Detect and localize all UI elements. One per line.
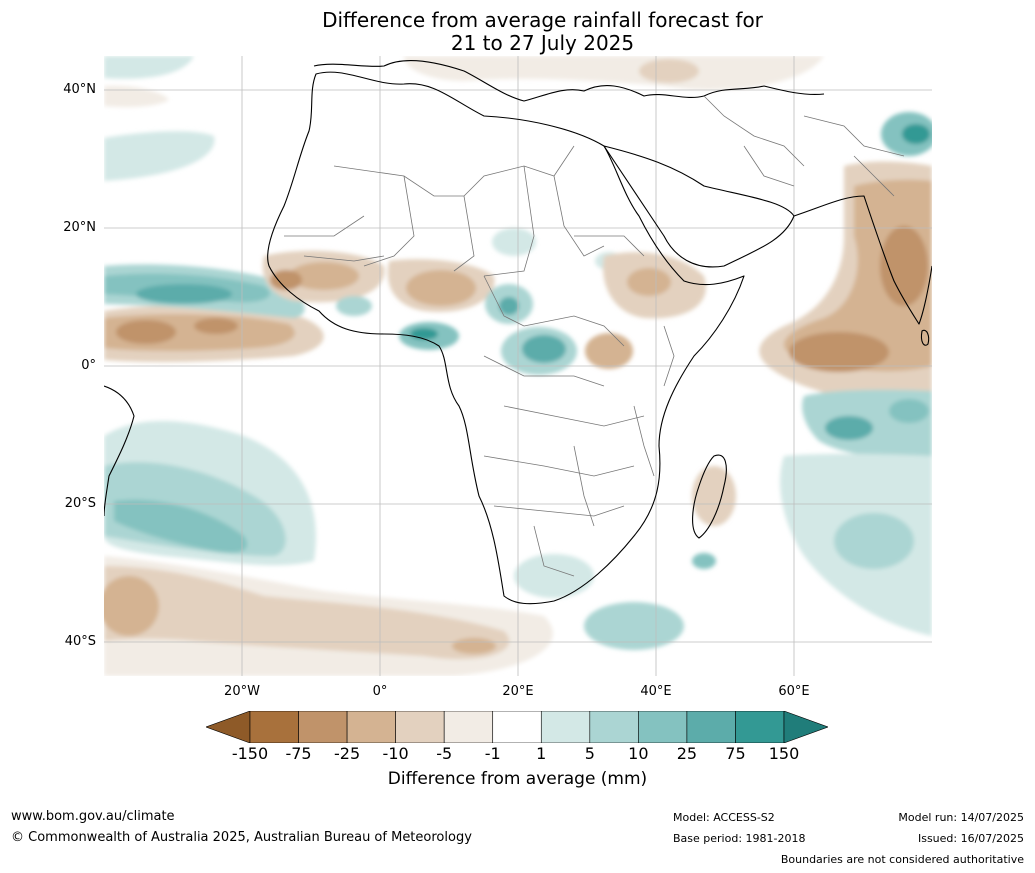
colorbar-swatch	[346, 711, 396, 743]
wet-region-south-indian-ocean	[584, 602, 684, 650]
footer-url: www.bom.gov.au/climate	[11, 809, 175, 824]
colorbar-tick-label: -25	[334, 744, 361, 763]
graticule	[104, 56, 932, 676]
colorbar-tick-label: -150	[231, 744, 269, 763]
footer-model: Model: ACCESS-S2	[673, 811, 775, 824]
coastlines	[104, 60, 932, 605]
dry-core-south-atlantic	[104, 576, 159, 636]
wet-region-sudan	[492, 228, 536, 256]
colorbar-swatch	[395, 711, 445, 743]
europe-coastline	[313, 60, 825, 102]
wet-core-indian-ocean-2	[889, 399, 929, 423]
colorbar-extend-low	[206, 711, 251, 743]
south-america-coastline	[104, 385, 135, 517]
colorbar-swatch	[249, 711, 299, 743]
wet-core-himalaya	[902, 124, 930, 144]
lon-label-60e: 60°E	[778, 684, 810, 699]
colorbar-swatch	[589, 711, 639, 743]
dry-core-india	[880, 226, 928, 306]
lon-label-0: 0°	[372, 684, 388, 699]
wet-core-indian-ocean-1	[825, 416, 873, 440]
footer-model-run: Model run: 14/07/2025	[898, 811, 1024, 824]
colorbar-swatch	[686, 711, 736, 743]
wet-core-chad	[499, 297, 519, 315]
colorbar-tick-label: 1	[536, 744, 547, 763]
dry-region-europe-core	[639, 59, 699, 83]
dry-core-sahel-west	[289, 262, 359, 290]
dry-core-atlantic-2	[194, 318, 238, 334]
wet-core-indian-ocean-south	[834, 513, 914, 569]
colorbar-tick-label: -10	[382, 744, 409, 763]
colorbar-swatch	[735, 711, 785, 743]
title-line-2: 21 to 27 July 2025	[450, 31, 635, 55]
colorbar-title: Difference from average (mm)	[387, 769, 648, 789]
colorbar-tick-label: 5	[584, 744, 595, 763]
anomaly-contours	[104, 56, 932, 676]
colorbar-tick-label: 150	[768, 744, 800, 763]
wet-region-north-atlantic-1	[104, 56, 194, 79]
country-borders	[284, 95, 905, 577]
colorbar-tick-label: 25	[676, 744, 698, 763]
arabia-coastline	[603, 145, 795, 268]
colorbar-tick-label: 10	[628, 744, 649, 763]
wet-core-congo	[522, 335, 566, 363]
dry-region-north-atlantic	[104, 85, 169, 108]
rainfall-anomaly-map	[104, 56, 932, 676]
dry-region-europe	[404, 56, 824, 90]
dry-core-south-atlantic-2	[452, 638, 496, 654]
chart-title: Difference from average rainfall forecas…	[0, 9, 1035, 55]
lat-label-20n: 20°N	[63, 220, 96, 235]
madagascar-coastline	[692, 454, 727, 539]
wet-region-west-sahel	[336, 296, 372, 316]
dry-region-south-atlantic-mid	[104, 566, 510, 660]
title-line-1: Difference from average rainfall forecas…	[322, 8, 763, 32]
colorbar-swatch	[492, 711, 542, 743]
colorbar-tick-label: -75	[285, 744, 312, 763]
dry-core-sahel-west-2	[270, 270, 302, 290]
colorbar	[206, 711, 828, 743]
wet-region-north-atlantic-2	[104, 131, 215, 181]
wet-region-south-africa	[514, 554, 594, 598]
dry-core-arabian-sea	[789, 332, 889, 372]
colorbar-swatch	[443, 711, 494, 743]
dry-core-atlantic-1	[116, 320, 176, 344]
india-coastline	[793, 195, 932, 325]
colorbar-swatch	[298, 711, 348, 743]
lat-label-40s: 40°S	[64, 634, 96, 649]
wet-region-south-atlantic-core	[114, 499, 248, 553]
wet-core-guinea	[410, 328, 438, 340]
colorbar-extend-high	[783, 711, 828, 743]
lat-label-20s: 20°S	[64, 496, 96, 511]
colorbar-tick-label: 75	[725, 744, 746, 763]
footer-issued: Issued: 16/07/2025	[917, 832, 1024, 845]
colorbar-tick-label: -5	[436, 744, 453, 763]
lon-label-20w: 20°W	[224, 684, 260, 699]
dry-core-sahel-central	[406, 270, 476, 306]
colorbar-swatch	[540, 711, 591, 743]
dry-core-ethiopia	[627, 268, 671, 296]
colorbar-tick-label: -1	[484, 744, 501, 763]
footer-copyright: © Commonwealth of Australia 2025, Austra…	[11, 830, 472, 845]
colorbar-swatch	[638, 711, 688, 743]
footer-disclaimer: Boundaries are not considered authoritat…	[780, 853, 1024, 866]
lon-label-20e: 20°E	[502, 684, 534, 699]
lat-label-40n: 40°N	[63, 82, 96, 97]
footer-base-period: Base period: 1981-2018	[673, 832, 806, 845]
wet-core-atlantic	[136, 284, 232, 304]
srilanka-coastline	[920, 329, 930, 346]
lon-label-40e: 40°E	[640, 684, 672, 699]
dry-region-uganda	[585, 333, 633, 369]
lat-label-0: 0°	[81, 358, 96, 373]
wet-core-mozambique-channel	[692, 553, 716, 569]
